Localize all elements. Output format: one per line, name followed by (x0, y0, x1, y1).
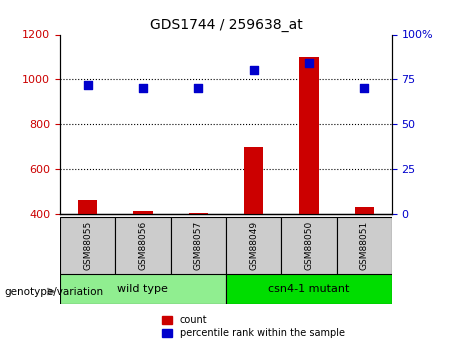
Bar (133, 210, 153, 304)
Title: GDS1744 / 259638_at: GDS1744 / 259638_at (149, 18, 302, 32)
Text: wild type: wild type (118, 284, 168, 294)
Text: genotype/variation: genotype/variation (5, 287, 104, 296)
FancyBboxPatch shape (60, 274, 226, 304)
Bar (299, 57, 319, 304)
Bar (189, 213, 208, 304)
Bar (78, 200, 97, 304)
Point (361, 86, 368, 91)
Text: GSM88056: GSM88056 (138, 220, 148, 269)
Point (250, 68, 257, 73)
Bar (355, 207, 374, 304)
FancyBboxPatch shape (171, 217, 226, 276)
Text: GSM88049: GSM88049 (249, 220, 258, 269)
Text: GSM88055: GSM88055 (83, 220, 92, 269)
Point (305, 60, 313, 66)
Text: GSM88050: GSM88050 (304, 220, 313, 269)
FancyBboxPatch shape (337, 217, 392, 276)
FancyBboxPatch shape (226, 217, 281, 276)
Legend: count, percentile rank within the sample: count, percentile rank within the sample (160, 313, 347, 340)
Point (195, 86, 202, 91)
Text: GSM88057: GSM88057 (194, 220, 203, 269)
Point (139, 86, 147, 91)
Bar (244, 147, 263, 304)
FancyBboxPatch shape (60, 217, 115, 276)
Text: GSM88051: GSM88051 (360, 220, 369, 269)
FancyBboxPatch shape (115, 217, 171, 276)
FancyBboxPatch shape (281, 217, 337, 276)
FancyBboxPatch shape (226, 274, 392, 304)
Point (84, 82, 91, 88)
Text: csn4-1 mutant: csn4-1 mutant (268, 284, 349, 294)
